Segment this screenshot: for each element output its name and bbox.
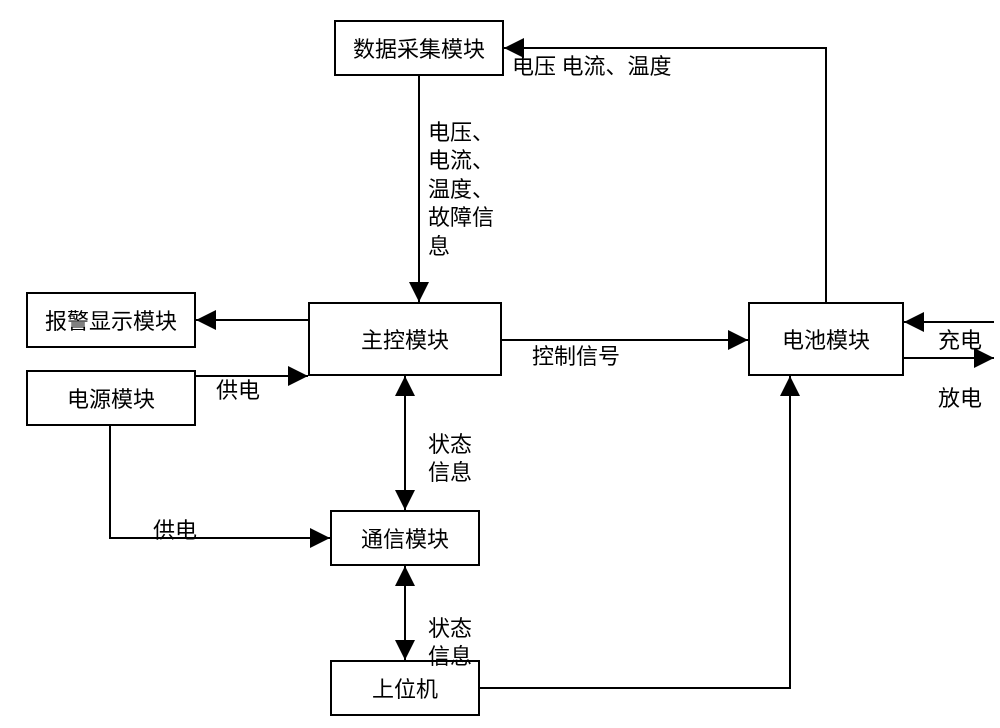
node-alarm-display: 报警显示模块 [26,292,196,348]
node-battery: 电池模块 [748,302,904,376]
node-label: 报警显示模块 [45,304,177,336]
node-data-acquisition: 数据采集模块 [334,20,504,76]
node-communication: 通信模块 [330,510,480,566]
label-acq-to-main: 电压、 电流、 温度、 故障信 息 [428,90,494,262]
node-label: 主控模块 [361,323,449,355]
node-power-supply: 电源模块 [26,370,196,426]
label-power-to-main: 供电 [216,348,260,405]
node-label: 通信模块 [361,522,449,554]
node-label: 电池模块 [782,323,870,355]
label-power-to-comm: 供电 [153,488,197,545]
node-label: 数据采集模块 [353,32,485,64]
edge-batt-acq [504,48,826,302]
label-acq-inputs: 电压 电流、温度 [512,24,672,81]
node-label: 电源模块 [67,382,155,414]
node-main-control: 主控模块 [308,302,502,376]
label-charge: 充电 [938,298,982,355]
label-comm-host-status: 状态 信息 [428,586,472,672]
label-main-comm-status: 状态 信息 [428,402,472,488]
label-discharge: 放电 [938,356,982,413]
node-label: 上位机 [372,672,438,704]
edge-power-comm [110,426,330,538]
edge-host-batt [480,376,790,688]
label-control-signal: 控制信号 [532,314,620,371]
